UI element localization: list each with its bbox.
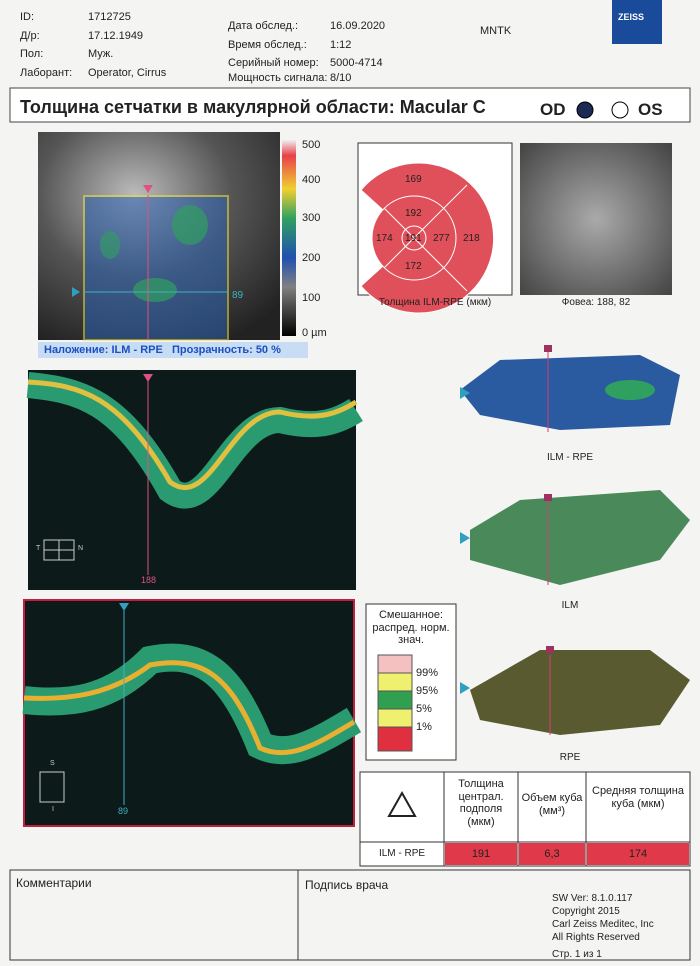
etdrs-value: 169	[405, 174, 422, 185]
blob	[133, 278, 177, 302]
retina-band	[26, 372, 363, 509]
color-bar	[282, 140, 296, 336]
footer-line: Carl Zeiss Meditec, Inc	[552, 919, 654, 930]
overlay-caption: Наложение: ILM - RPE Прозрачность: 50 %	[44, 344, 281, 356]
footer-line: All Rights Reserved	[552, 932, 640, 943]
site: MNTK	[480, 25, 512, 37]
caption-bar	[38, 342, 308, 358]
comments-label: Комментарии	[16, 876, 92, 890]
table-value: 6,3	[544, 848, 560, 860]
marker	[143, 374, 153, 382]
fovea-image	[520, 143, 672, 295]
legend-level: 99%	[416, 667, 439, 679]
report-title: Толщина сетчатки в макулярной области: M…	[20, 97, 486, 117]
field-value: 1:12	[330, 39, 352, 51]
legend-swatches	[377, 654, 413, 752]
marker	[72, 287, 80, 297]
etdrs-caption: Толщина ILM-RPE (мкм)	[378, 297, 492, 308]
scale-label: 300	[302, 212, 321, 224]
field-value: Operator, Cirrus	[88, 67, 167, 79]
footer-box	[9, 869, 691, 961]
value-cells	[445, 843, 689, 865]
etdrs-value: 191	[405, 233, 422, 244]
table-value: 174	[628, 848, 648, 860]
etdrs-grid	[360, 162, 495, 314]
field-label: Пол:	[20, 48, 44, 60]
scale-label: 0 µm	[302, 327, 327, 339]
field-label: Лаборант:	[20, 67, 73, 79]
od-circle	[576, 101, 594, 119]
surface-markers	[460, 345, 554, 735]
field-label: Время обслед.:	[228, 39, 307, 51]
surface-label: ILM	[561, 600, 579, 611]
surface-ilm-rpe	[460, 355, 680, 430]
position-label: 89	[118, 806, 129, 816]
blob	[605, 380, 655, 400]
etdrs-value: 218	[463, 233, 480, 244]
field-value: 1712725	[88, 11, 131, 23]
page-number: Стр. 1 из 1	[552, 949, 602, 960]
orientation-label: T	[36, 545, 41, 552]
marker	[143, 185, 153, 193]
fovea-caption: Фовеа: 188, 82	[561, 297, 631, 308]
blob	[100, 231, 120, 259]
logo: ZEISS	[618, 12, 645, 22]
etdrs-value: 172	[405, 261, 422, 272]
legend-level: 95%	[416, 685, 439, 697]
eye-os: OS	[638, 100, 663, 119]
surface-ilm	[470, 490, 690, 585]
logo-box	[612, 0, 662, 44]
field-value: 16.09.2020	[330, 20, 386, 32]
field-value: 5000-4714	[330, 57, 383, 69]
footer-line: SW Ver: 8.1.0.117	[552, 893, 633, 904]
etdrs-value: 277	[433, 233, 450, 244]
etdrs-value: 174	[376, 233, 393, 244]
position-label: 188	[141, 575, 157, 585]
scale-label: 200	[302, 252, 321, 264]
scale-label: 100	[302, 292, 321, 304]
retina-band	[23, 660, 356, 756]
retina-band	[27, 379, 358, 491]
os-circle	[611, 101, 629, 119]
surface-label: RPE	[559, 752, 581, 763]
orientation-label: N	[78, 545, 84, 552]
legend-level: 5%	[416, 703, 432, 715]
surface-label: ILM - RPE	[546, 452, 594, 463]
warning-icon	[387, 790, 417, 817]
orientation-label: I	[52, 806, 54, 813]
etdrs-value: 192	[405, 208, 422, 219]
scale-label: 500	[302, 139, 321, 151]
marker-label: 89	[232, 290, 244, 301]
field-label: ID:	[20, 11, 35, 23]
field-label: Серийный номер:	[228, 57, 319, 69]
table-header: Толщина централ. подполя (мкм)	[458, 778, 504, 828]
field-label: Д/р:	[20, 30, 40, 42]
orientation-label: S	[50, 760, 55, 767]
marker	[119, 603, 129, 611]
legend-title: Смешанное: распред. норм. знач.	[372, 609, 450, 647]
field-label: Дата обслед.:	[228, 20, 299, 32]
row-label: ILM - RPE	[378, 848, 426, 859]
signature-label: Подпись врача	[305, 878, 389, 892]
field-value: 17.12.1949	[88, 30, 144, 42]
eye-od: OD	[540, 100, 566, 119]
field-value: 8/10	[330, 72, 352, 84]
footer-line: Copyright 2015	[552, 906, 620, 917]
orientation-box	[39, 771, 65, 803]
table-header: Средняя толщина куба (мкм)	[592, 785, 684, 810]
blob	[172, 205, 208, 245]
title-bar	[9, 87, 691, 123]
scale-label: 400	[302, 174, 321, 186]
field-value: Муж.	[88, 48, 114, 60]
surface-rpe	[470, 650, 690, 735]
table-value: 191	[471, 848, 491, 860]
table-header: Объем куба (мм³)	[521, 792, 583, 817]
legend-level: 1%	[416, 721, 432, 733]
field-label: Мощность сигнала:	[228, 72, 328, 84]
